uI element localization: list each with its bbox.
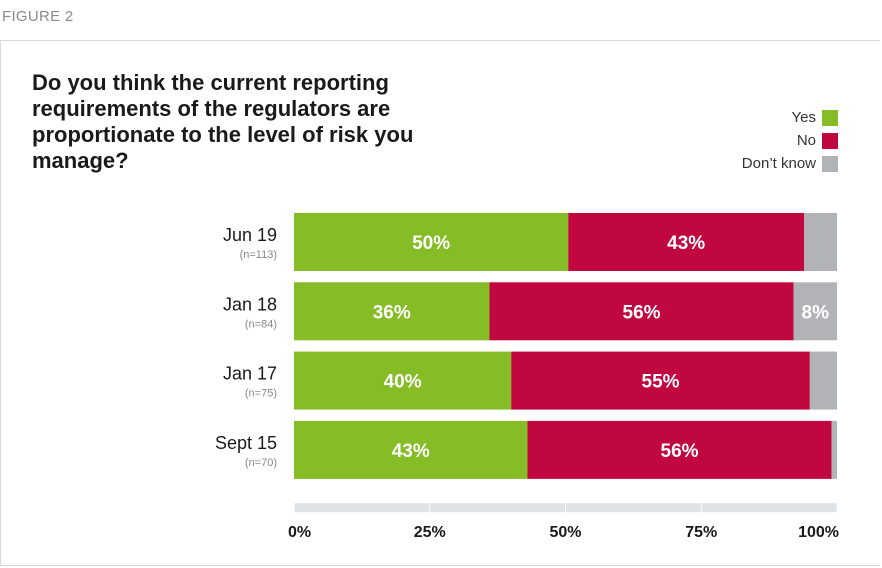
chart-title: Do you think the current reporting requi… (32, 70, 414, 173)
bar-segment-no (511, 351, 810, 410)
bar-segment-no (568, 213, 805, 271)
bar-segment-dont-know (804, 213, 837, 271)
legend-item-dont-know: Don’t know (742, 152, 838, 175)
data-label-yes: 36% (373, 302, 411, 323)
x-tick-label: 100% (798, 524, 839, 541)
data-label-yes: 43% (392, 441, 430, 462)
bar-segment-dont-know (831, 420, 837, 479)
category-label: Sept 15 (215, 433, 277, 453)
category-sample-size: (n=84) (245, 318, 277, 330)
category-sample-size: (n=70) (245, 457, 277, 469)
legend-item-yes: Yes (742, 106, 838, 129)
category-label: Jan 17 (223, 364, 277, 384)
legend: Yes No Don’t know (742, 106, 838, 175)
legend-label-dont-know: Don’t know (741, 155, 816, 172)
bar-segment-yes (294, 420, 528, 479)
bar-segment-dont-know (809, 351, 837, 410)
legend-swatch-no (822, 132, 838, 149)
data-label-dont-know: 8% (802, 302, 830, 323)
bar-segment-dont-know (793, 282, 837, 341)
legend-label-no: No (796, 132, 816, 149)
legend-item-no: No (742, 129, 838, 152)
bar-segment-no (489, 282, 794, 341)
data-label-no: 43% (667, 233, 705, 254)
data-label-yes: 40% (384, 372, 422, 393)
bar-segment-no (527, 420, 832, 479)
x-tick-label: 75% (685, 524, 717, 541)
data-label-no: 56% (623, 302, 661, 323)
figure-label: FIGURE 2 (2, 8, 74, 25)
data-label-no: 56% (661, 441, 699, 462)
category-label: Jan 18 (223, 294, 277, 314)
legend-swatch-dont-know (822, 155, 838, 172)
legend-swatch-yes (822, 109, 838, 126)
chart-panel (0, 40, 880, 566)
bar-segment-yes (294, 213, 569, 271)
x-tick-label: 0% (288, 524, 311, 541)
x-tick-label: 50% (549, 524, 581, 541)
category-sample-size: (n=113) (240, 249, 277, 261)
legend-label-yes: Yes (791, 109, 816, 126)
category-label: Jun 19 (223, 225, 277, 245)
bar-segment-yes (294, 351, 512, 410)
data-label-yes: 50% (412, 233, 450, 254)
bar-segment-yes (294, 282, 490, 341)
category-sample-size: (n=75) (245, 388, 277, 400)
x-tick-label: 25% (414, 524, 446, 541)
data-label-no: 55% (642, 372, 680, 393)
